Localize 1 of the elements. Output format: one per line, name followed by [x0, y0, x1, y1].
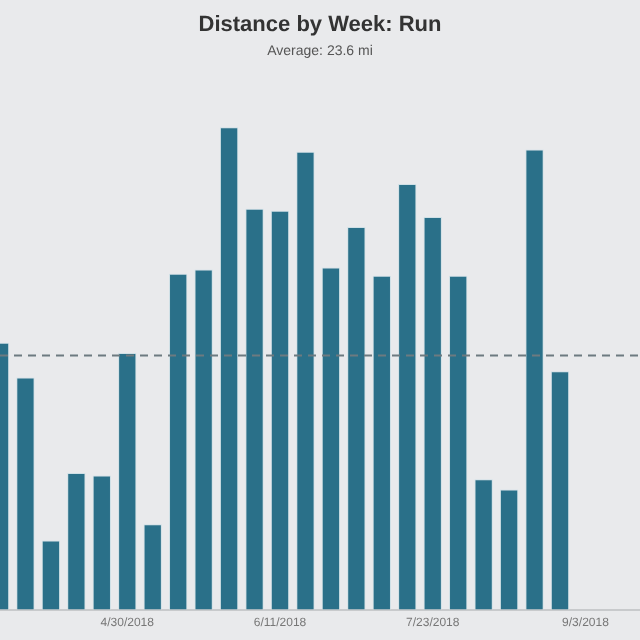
chart-title: Distance by Week: Run: [198, 13, 442, 38]
